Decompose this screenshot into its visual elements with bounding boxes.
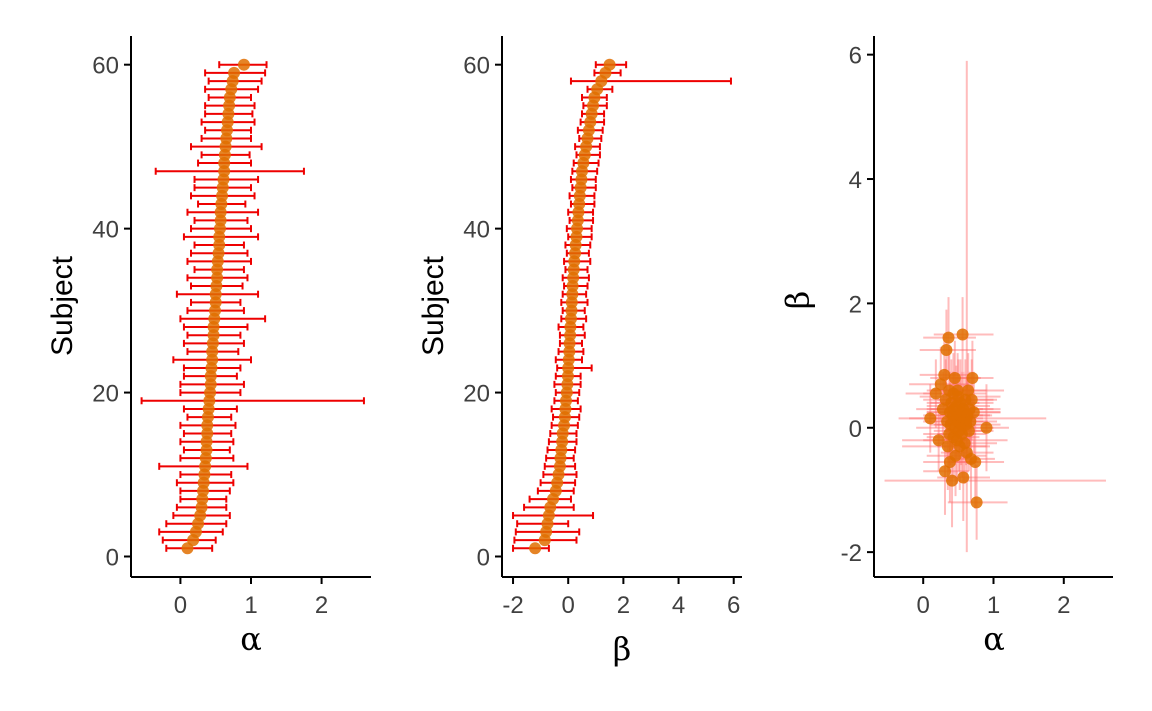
y-tick-label: 20 — [463, 381, 490, 408]
data-point — [970, 496, 983, 509]
errorbar-group — [512, 61, 732, 552]
y-tick-label: 0 — [106, 545, 119, 572]
y-tick-label: 60 — [92, 53, 119, 80]
point-group — [181, 58, 250, 555]
data-point — [969, 455, 982, 468]
errorbar — [884, 433, 1106, 528]
errorbar — [179, 315, 267, 323]
data-point — [603, 58, 616, 71]
data-point — [529, 542, 542, 555]
data-point — [207, 329, 220, 342]
data-point — [228, 66, 241, 79]
data-point — [948, 372, 961, 385]
data-point — [938, 465, 951, 478]
x-tick-label: 6 — [727, 592, 740, 619]
data-point — [980, 421, 993, 434]
panel-beta-vs-alpha: 0 1 2 -2 0 2 4 6 α β — [779, 36, 1113, 658]
y-tick-label: 40 — [463, 217, 490, 244]
data-point — [942, 331, 955, 344]
data-point — [209, 296, 222, 309]
errorbar-group — [140, 61, 365, 552]
data-point — [213, 239, 226, 252]
x-tick-label: 1 — [987, 592, 1000, 619]
y-tick-label: 20 — [92, 381, 119, 408]
data-point — [218, 165, 231, 178]
x-tick-label: 0 — [562, 592, 575, 619]
y-tick-label: -2 — [841, 540, 862, 567]
data-point — [967, 406, 980, 419]
y-axis-title: β — [779, 291, 817, 310]
data-point — [214, 214, 227, 227]
data-point — [964, 415, 977, 428]
data-point — [200, 443, 213, 456]
y-tick-label: 0 — [477, 545, 490, 572]
data-point — [924, 412, 937, 425]
y-axis-title: Subject — [417, 255, 450, 356]
data-point — [949, 449, 962, 462]
y-tick-label: 0 — [849, 416, 862, 443]
data-point — [966, 372, 979, 385]
data-point — [956, 328, 969, 341]
y-tick-label: 6 — [849, 43, 862, 70]
data-point — [211, 271, 224, 284]
y-tick-label: 2 — [849, 291, 862, 318]
point-group — [924, 328, 993, 509]
axes: 0 1 2 -2 0 2 4 6 — [841, 36, 1113, 619]
data-point — [957, 471, 970, 484]
y-tick-label: 40 — [92, 217, 119, 244]
data-point — [962, 424, 975, 437]
data-point — [206, 353, 219, 366]
data-point — [204, 378, 217, 391]
x-tick-label: 4 — [672, 592, 685, 619]
y-axis-title: Subject — [46, 255, 79, 356]
data-point — [962, 384, 975, 397]
data-point — [201, 427, 214, 440]
x-axis-title: β — [613, 630, 632, 668]
y-tick-label: 60 — [463, 53, 490, 80]
x-tick-label: 1 — [244, 592, 257, 619]
x-tick-label: 2 — [1057, 592, 1070, 619]
x-axis-title: α — [983, 620, 1005, 658]
x-tick-label: 2 — [315, 592, 328, 619]
y-tick-label: 4 — [849, 167, 862, 194]
data-point — [932, 434, 945, 447]
x-tick-label: 0 — [174, 592, 187, 619]
errorbar — [140, 397, 365, 405]
data-point — [934, 378, 947, 391]
data-point — [965, 393, 978, 406]
x-tick-label: 2 — [617, 592, 630, 619]
data-point — [946, 474, 959, 487]
data-point — [958, 437, 971, 450]
errorbar — [569, 77, 732, 85]
point-group — [529, 58, 616, 555]
x-tick-label: -2 — [502, 592, 523, 619]
x-tick-label: 0 — [917, 592, 930, 619]
data-point — [938, 368, 951, 381]
errorbar-group — [884, 60, 1106, 553]
data-point — [237, 58, 250, 71]
data-point — [929, 387, 942, 400]
data-point — [940, 344, 953, 357]
data-point — [941, 440, 954, 453]
x-axis-title: α — [240, 620, 262, 658]
